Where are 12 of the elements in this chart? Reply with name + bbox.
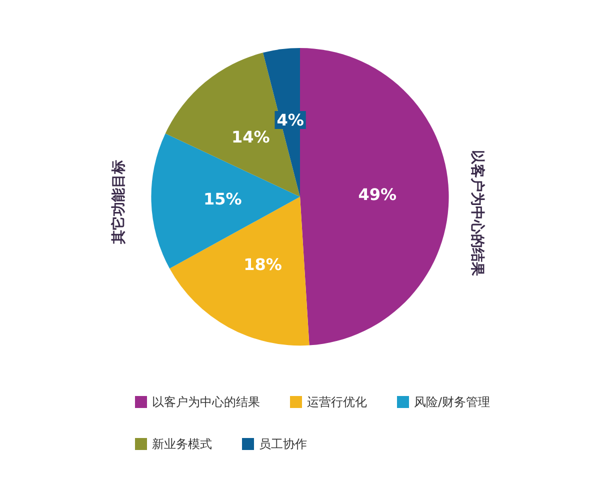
legend-label: 运营行优化 <box>307 395 367 409</box>
data-label: 15% <box>203 190 242 209</box>
data-label: 18% <box>244 255 282 274</box>
data-label: 4% <box>276 110 304 130</box>
text: 以客户为中心的结果 <box>469 150 486 277</box>
data-label: 14% <box>232 128 270 147</box>
legend-label: 以客户为中心的结果 <box>152 395 260 409</box>
legend-label: 员工协作 <box>259 437 307 451</box>
legend-label: 新业务模式 <box>152 437 212 451</box>
legend-label: 风险/财务管理 <box>414 395 490 409</box>
data-label: 49% <box>358 184 397 204</box>
text: 其它功能目标 <box>110 160 127 245</box>
